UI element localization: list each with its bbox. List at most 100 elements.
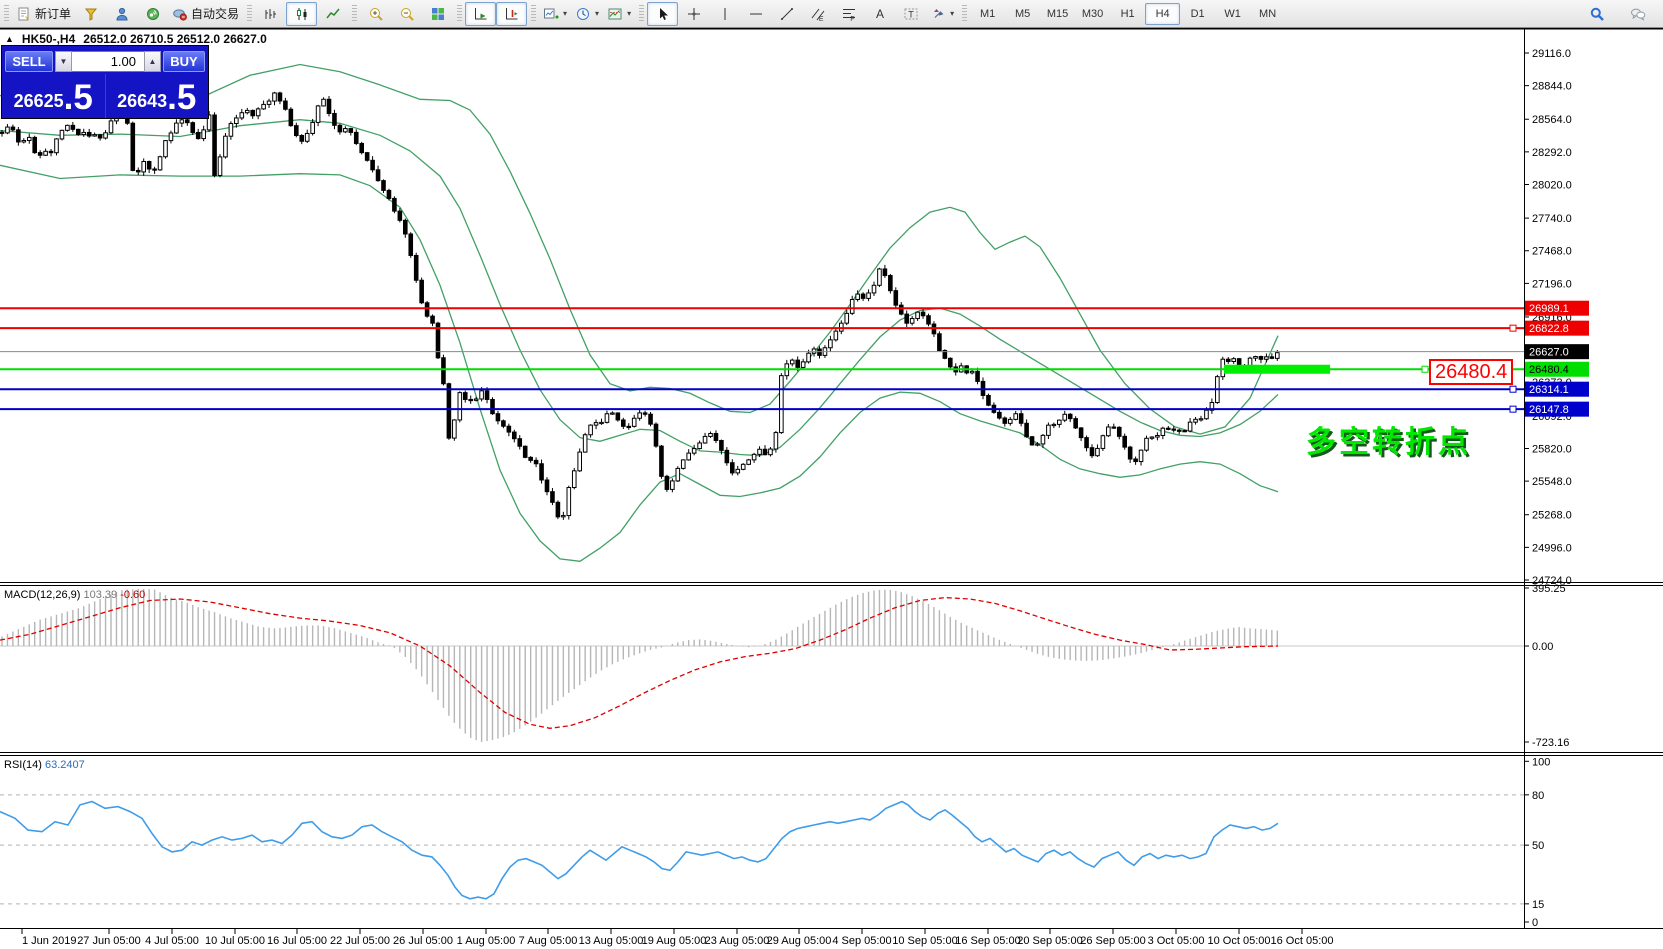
- candle-body: [315, 105, 321, 123]
- chat-button[interactable]: [1622, 2, 1653, 26]
- autotrading-button-label: 自动交易: [191, 7, 240, 21]
- timeframe-m30-button[interactable]: M30: [1081, 7, 1104, 20]
- candle-body: [5, 126, 10, 134]
- trendline-button[interactable]: [771, 2, 802, 26]
- timeframe-h4-button[interactable]: H4: [1145, 2, 1181, 25]
- candle-body: [130, 122, 136, 171]
- chart-header: ▲ HK50-,H4 26512.0 26710.5 26512.0 26627…: [5, 32, 267, 46]
- text-button[interactable]: A: [864, 2, 895, 26]
- candle-body: [54, 138, 59, 154]
- candle-body: [375, 169, 381, 182]
- candle-body: [795, 359, 801, 368]
- candle-body: [26, 136, 32, 141]
- sell-button[interactable]: SELL: [5, 51, 53, 72]
- new-chart-button[interactable]: ▾: [539, 2, 571, 26]
- candle-body: [321, 98, 326, 107]
- candle-body: [234, 117, 239, 125]
- highlight-segment[interactable]: [1224, 364, 1330, 374]
- price-tag: [1525, 320, 1589, 336]
- chevron-down-icon[interactable]: ▾: [950, 9, 955, 18]
- price-level-box[interactable]: 26480.4: [1429, 359, 1514, 385]
- chevron-down-icon[interactable]: ▾: [563, 9, 568, 18]
- candle-body: [97, 134, 103, 139]
- timeframe-m15-button[interactable]: M15: [1046, 7, 1069, 20]
- channel-button[interactable]: E: [802, 2, 833, 26]
- candle-body: [866, 292, 871, 299]
- candle-body: [768, 448, 773, 456]
- candle-body: [1057, 419, 1062, 425]
- templates-button[interactable]: ▾: [603, 2, 635, 26]
- rsi-axis-label: 0: [1532, 917, 1538, 929]
- search-button[interactable]: [1581, 2, 1612, 26]
- zoom-out-button[interactable]: [391, 2, 422, 26]
- arrows-button[interactable]: ▾: [926, 2, 958, 26]
- tile-windows-button[interactable]: [422, 2, 453, 26]
- macd-signal-value: -0.60: [120, 589, 146, 601]
- line-handle[interactable]: [1509, 405, 1517, 413]
- bar-chart-button[interactable]: [255, 2, 286, 26]
- candle-body: [653, 423, 659, 447]
- accounts-button[interactable]: [106, 2, 137, 26]
- timeframe-d1-button[interactable]: D1: [1190, 7, 1205, 20]
- line-handle[interactable]: [1421, 365, 1429, 373]
- timeframe-w1-button[interactable]: W1: [1224, 7, 1241, 20]
- candle-body: [779, 375, 784, 434]
- fibonacci-button[interactable]: F: [833, 2, 864, 26]
- candle-body: [631, 417, 637, 427]
- date-axis-label: 16 Sep 05:00: [955, 935, 1020, 947]
- timeframe-mn-button[interactable]: MN: [1259, 7, 1277, 20]
- candle-body: [1166, 427, 1171, 430]
- volume-up-button[interactable]: ▲: [144, 51, 161, 72]
- volume-down-button[interactable]: ▼: [55, 51, 72, 72]
- history-center-button[interactable]: [75, 2, 106, 26]
- collapse-arrow-icon[interactable]: ▲: [5, 34, 14, 44]
- candle-body: [1225, 358, 1231, 362]
- candle-body: [577, 451, 583, 472]
- vertical-line-button[interactable]: [709, 2, 740, 26]
- candle-body: [610, 412, 615, 415]
- text-label-button[interactable]: T: [895, 2, 926, 26]
- chevron-down-icon[interactable]: ▾: [595, 9, 600, 18]
- candle-body: [337, 124, 343, 133]
- timeframe-m5-button[interactable]: M5: [1014, 7, 1031, 20]
- line-chart-button[interactable]: [317, 2, 348, 26]
- candle-body: [751, 453, 757, 461]
- candle-body: [561, 515, 566, 518]
- candle-body: [441, 357, 446, 385]
- crosshair-button[interactable]: [678, 2, 709, 26]
- candle-body: [877, 268, 882, 286]
- zoom-in-button[interactable]: [360, 2, 391, 26]
- candle-body: [512, 431, 517, 440]
- buy-button[interactable]: BUY: [163, 51, 205, 72]
- candle-body: [833, 330, 839, 341]
- volume-input[interactable]: 1.00: [72, 51, 144, 72]
- line-handle[interactable]: [1509, 324, 1517, 332]
- new-order-button[interactable]: 新订单: [12, 2, 75, 26]
- price-axis-label: 25820.0: [1532, 443, 1572, 455]
- candle-body: [604, 413, 610, 423]
- hline-icon: [749, 13, 762, 14]
- auto-scroll-button[interactable]: [465, 1, 497, 26]
- horizontal-line-button[interactable]: [740, 2, 771, 26]
- candle-body: [37, 152, 43, 156]
- timeframe-m1-button[interactable]: M1: [979, 7, 996, 20]
- cursor-button[interactable]: [647, 1, 679, 26]
- candle-body: [926, 315, 931, 325]
- line-handle[interactable]: [1509, 385, 1517, 393]
- chat-icon: [1630, 8, 1645, 21]
- autotrading-button[interactable]: 自动交易: [168, 2, 243, 26]
- candle-body: [228, 123, 234, 137]
- sell-price[interactable]: 26625 .5: [2, 74, 105, 118]
- market-watch-button[interactable]: [137, 2, 168, 26]
- periods-button[interactable]: ▾: [571, 2, 603, 26]
- timeframe-h1-button[interactable]: H1: [1120, 7, 1135, 20]
- candle-body: [997, 411, 1002, 419]
- chevron-down-icon[interactable]: ▾: [627, 9, 632, 18]
- candle-body: [599, 421, 604, 425]
- buy-price[interactable]: 26643 .5: [104, 74, 209, 118]
- candle-chart-button[interactable]: [286, 1, 318, 26]
- chart-shift-button[interactable]: [496, 1, 528, 26]
- sell-price-main: 26625: [13, 91, 64, 111]
- candle-body: [462, 392, 468, 400]
